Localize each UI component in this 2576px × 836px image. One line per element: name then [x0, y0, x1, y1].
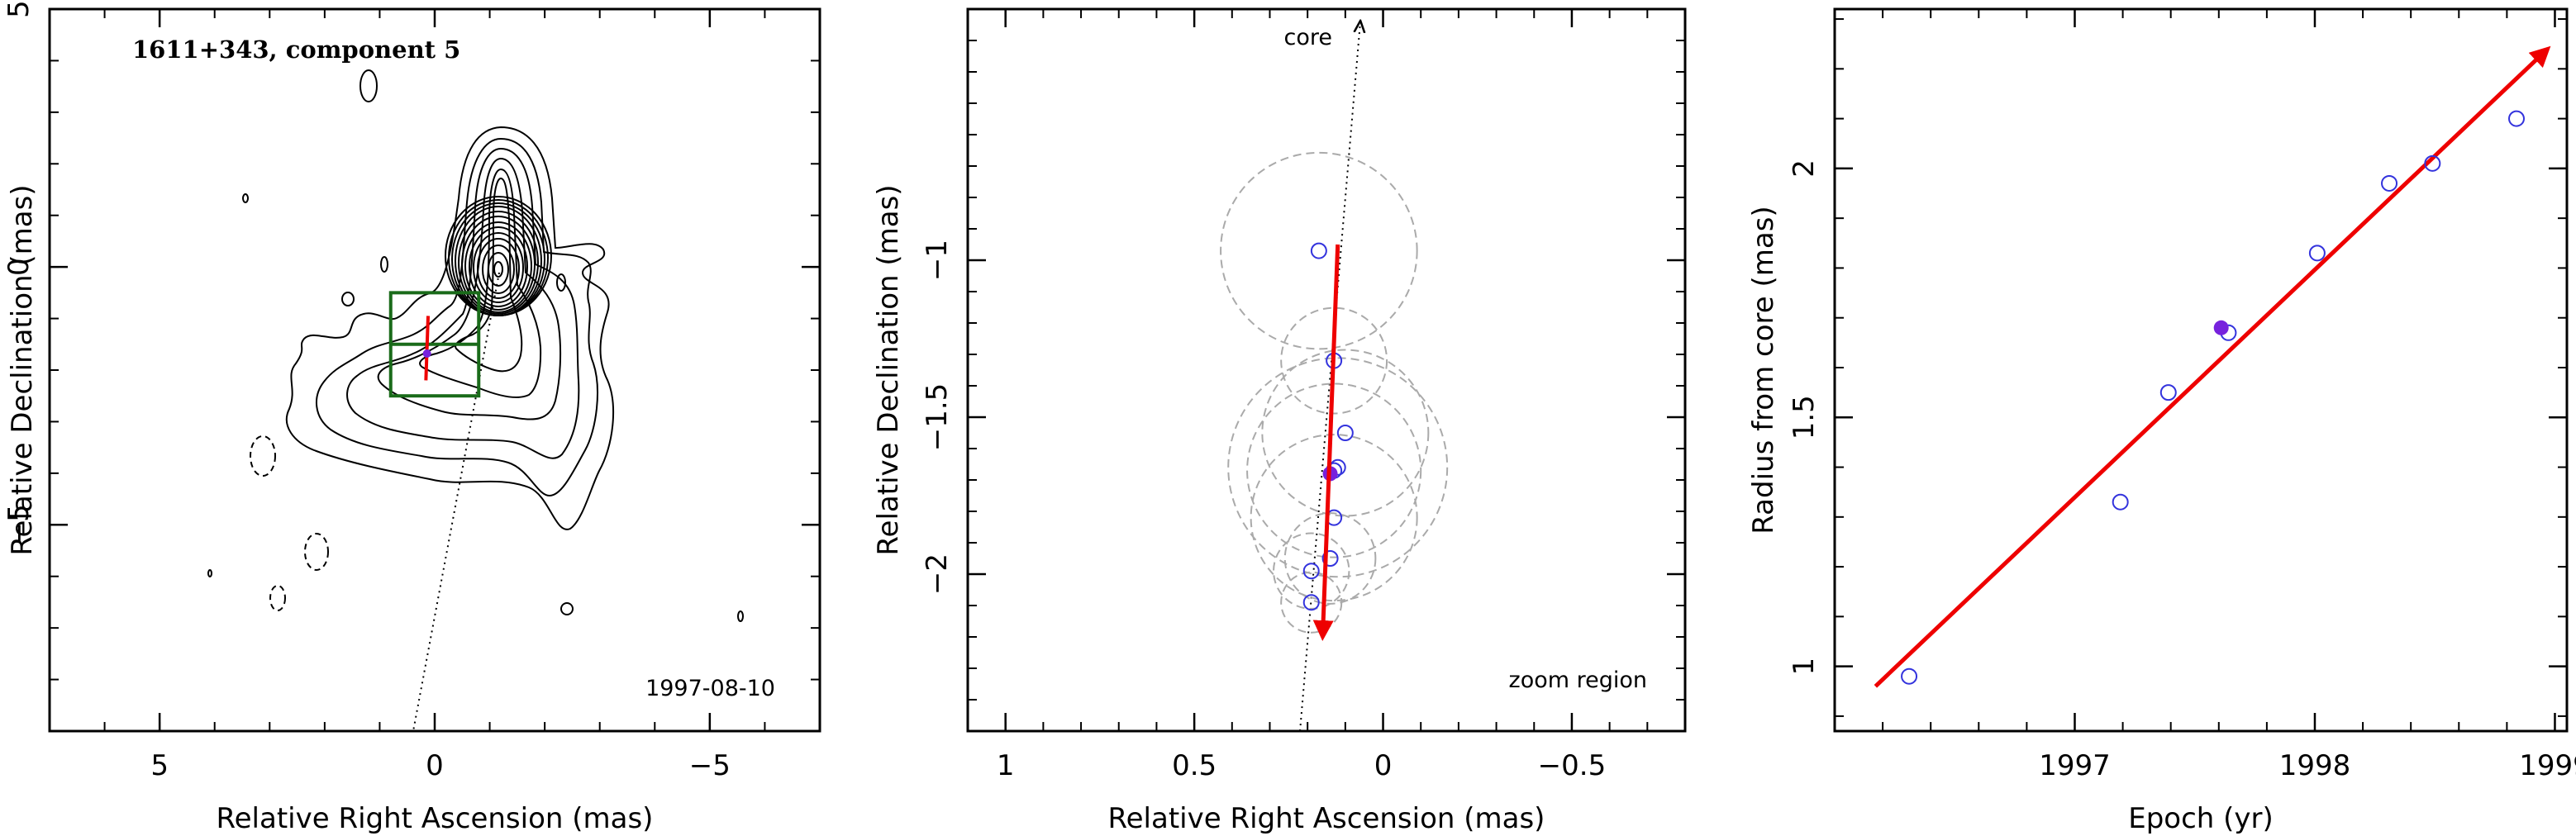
radius-data-point	[2159, 384, 2177, 401]
axes-1: 5 0 −5 5 0 −5	[2, 0, 821, 782]
component-marker	[422, 349, 431, 359]
component-size-circle	[1261, 349, 1430, 517]
zoom-plot-area	[1220, 21, 1449, 731]
component-size-circle	[1273, 532, 1350, 610]
panel2-y-tick-label: −2	[921, 553, 954, 595]
panel1-x-tick-label: 5	[150, 749, 169, 782]
panel2-x-tick-label: 1	[997, 749, 1015, 782]
panel-radius-vs-epoch: 1997 1998 1999 1 1.5 2 Epoch (yr) Radius from…	[1747, 7, 2576, 835]
component-position-point	[1321, 550, 1339, 567]
plot-frame-3	[1833, 7, 2569, 733]
radius-plot-area	[1874, 45, 2551, 688]
plot-frame-1	[48, 7, 821, 733]
panel3-x-tick-label: 1998	[2279, 749, 2351, 782]
panel2-x-tick-label: 0.5	[1172, 749, 1217, 782]
panel2-x-tick-label: −0.5	[1538, 749, 1607, 782]
radius-data-point	[1901, 667, 1918, 685]
highlighted-epoch-point	[2213, 320, 2229, 335]
jet-contours	[285, 126, 615, 530]
component-size-circle	[1246, 382, 1422, 558]
panel3-y-tick-label: 1.5	[1788, 395, 1821, 439]
radius-data-point	[2112, 493, 2129, 511]
panel1-y-tick-label: 0	[2, 258, 36, 276]
panel1-title: 1611+343, component 5	[132, 36, 460, 64]
axes-2: 1 0.5 0 −0.5 −1 −1.5 −2	[921, 8, 1686, 782]
core-contours	[445, 196, 552, 316]
panel1-date-label: 1997-08-10	[645, 676, 775, 701]
plot-frame-2	[966, 7, 1687, 733]
negative-contours	[250, 435, 329, 611]
radius-data-point	[2507, 110, 2525, 127]
component-size-circle	[1227, 357, 1449, 578]
panel1-y-tick-label: −5	[2, 504, 36, 545]
motion-vector-arrow	[1312, 244, 1340, 641]
component-position-point	[1302, 563, 1320, 580]
motion-vector-arrow	[424, 316, 431, 381]
panel-zoom-region: 1 0.5 0 −0.5 −1 −1.5 −2 core zoom region Relat…	[872, 7, 1687, 835]
panel2-zoom-label: zoom region	[1509, 667, 1647, 693]
component-size-circle	[1283, 512, 1377, 605]
panel3-y-tick-label: 1	[1788, 658, 1821, 676]
panel3-x-axis-label: Epoch (yr)	[2128, 802, 2274, 835]
panel1-x-axis-label: Relative Right Ascension (mas)	[217, 802, 654, 835]
jet-direction-line	[412, 272, 500, 731]
panel2-y-axis-label: Relative Declination (mas)	[872, 184, 905, 555]
panel2-x-axis-label: Relative Right Ascension (mas)	[1108, 802, 1545, 835]
zoom-box	[388, 291, 481, 398]
panel3-x-tick-label: 1997	[2039, 749, 2111, 782]
radius-data-point	[2308, 245, 2326, 262]
component-size-circle	[1250, 434, 1418, 602]
panel3-x-tick-label: 1999	[2519, 749, 2576, 782]
noise-contours	[207, 69, 744, 622]
component-position-point	[1310, 242, 1327, 259]
radius-data-point	[2381, 174, 2398, 192]
axes-3: 1997 1998 1999 1 1.5 2	[1788, 9, 2576, 782]
panel2-y-tick-label: −1	[921, 240, 954, 281]
linear-fit-line	[1874, 45, 2551, 688]
panel2-x-tick-label: 0	[1374, 749, 1393, 782]
panel1-y-tick-label: 5	[2, 0, 36, 18]
component-size-circle	[1280, 571, 1343, 634]
core-direction-line	[1299, 21, 1360, 731]
panel1-x-tick-label: −5	[689, 749, 731, 782]
panel2-y-tick-label: −1.5	[921, 383, 954, 452]
component-size-circle	[1220, 151, 1418, 350]
panel1-x-tick-label: 0	[426, 749, 444, 782]
panel3-y-axis-label: Radius from core (mas)	[1747, 206, 1780, 534]
component-position-point	[1336, 425, 1354, 441]
panel2-core-label: core	[1284, 25, 1332, 50]
panel3-y-tick-label: 2	[1788, 159, 1821, 178]
panel1-y-axis-label: Relative Declination (mas)	[6, 184, 39, 555]
component-size-circle	[1280, 306, 1388, 415]
radius-data-point	[2424, 154, 2441, 172]
panel-contour-map: 5 0 −5 5 0 −5 1611+343, component 5 1997-08-1…	[2, 0, 821, 835]
contour-plot-area	[207, 69, 744, 731]
component-position-point	[1302, 594, 1320, 611]
